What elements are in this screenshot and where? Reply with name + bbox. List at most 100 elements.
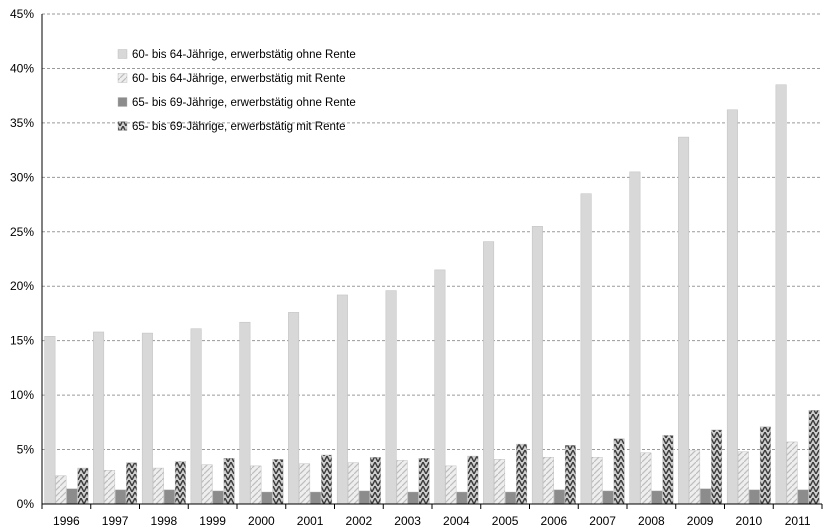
x-tick-label: 2005 xyxy=(492,514,519,528)
bar-series-4-2003 xyxy=(418,458,430,505)
legend-swatch xyxy=(117,49,128,59)
bar-series-1-2001 xyxy=(288,312,300,505)
bar-series-1-1996 xyxy=(44,336,56,505)
x-tick-label: 2007 xyxy=(589,514,616,528)
x-tick-label: 2002 xyxy=(346,514,373,528)
bar-series-2-2006 xyxy=(542,456,554,505)
bar-series-2-2007 xyxy=(591,456,603,505)
bar-series-4-2009 xyxy=(711,429,723,505)
y-tick-label: 35% xyxy=(10,116,34,130)
legend: 60- bis 64-Jährige, erwerbstätig ohne Re… xyxy=(117,49,356,133)
bar-series-2-1998 xyxy=(152,467,164,505)
bar-series-2-2000 xyxy=(250,465,262,505)
bar-series-1-2008 xyxy=(629,171,641,505)
bar-series-4-1997 xyxy=(126,462,138,505)
legend-label: 60- bis 64-Jährige, erwerbstätig mit Ren… xyxy=(132,73,346,85)
bar-series-3-2001 xyxy=(310,491,322,505)
bar-series-4-2006 xyxy=(564,445,576,505)
bar-series-1-2003 xyxy=(385,290,397,505)
bar-series-3-2006 xyxy=(553,489,565,505)
bar-series-2-2010 xyxy=(737,451,749,505)
bar-series-2-1996 xyxy=(55,475,67,505)
bar-series-2-1997 xyxy=(104,470,116,505)
bar-series-2-2003 xyxy=(396,460,408,505)
gridlines xyxy=(42,13,822,451)
y-tick-label: 0% xyxy=(17,497,35,511)
bar-series-2-2005 xyxy=(494,459,506,505)
bar-series-3-2005 xyxy=(505,491,517,505)
axes: 0% 5% 10% 15% 20% 25% 30% 35% 40% 45% 1996 1997 1998… xyxy=(10,7,823,528)
bar-series-4-2011 xyxy=(808,410,820,505)
x-tick-label: 2009 xyxy=(687,514,714,528)
y-tick-label: 5% xyxy=(17,443,35,457)
bar-series-4-1998 xyxy=(174,461,186,505)
bar-series-3-1996 xyxy=(66,488,78,505)
y-tick-label: 15% xyxy=(10,334,34,348)
bar-series-2-2002 xyxy=(347,462,359,505)
bar-series-3-2011 xyxy=(797,489,809,505)
bar-series-1-2000 xyxy=(239,321,251,505)
x-tick-label: 2000 xyxy=(248,514,275,528)
bar-series-3-2003 xyxy=(407,491,419,505)
x-tick-label: 1998 xyxy=(151,514,178,528)
bar-series-4-1999 xyxy=(223,458,235,505)
bar-series-4-2008 xyxy=(662,435,674,505)
y-tick-label: 40% xyxy=(10,61,34,75)
bar-series-3-2002 xyxy=(358,490,370,505)
bar-series-3-2007 xyxy=(602,490,614,505)
bar-series-2-2011 xyxy=(786,441,798,505)
x-tick-label: 2006 xyxy=(541,514,568,528)
legend-swatch xyxy=(117,97,128,107)
y-tick-label: 20% xyxy=(10,279,34,293)
legend-swatch xyxy=(117,73,128,83)
x-tick-label: 2008 xyxy=(638,514,665,528)
bar-series-4-2002 xyxy=(369,456,381,505)
bar-series-2-2008 xyxy=(640,452,652,505)
bars xyxy=(44,84,820,505)
x-tick-label: 1996 xyxy=(53,514,80,528)
bar-series-2-2001 xyxy=(299,463,311,505)
bar-series-4-2005 xyxy=(516,443,528,505)
bar-series-1-2010 xyxy=(726,109,738,505)
bar-series-3-2000 xyxy=(261,491,273,505)
bar-series-4-2007 xyxy=(613,438,625,505)
bar-series-4-1996 xyxy=(77,467,89,505)
x-tick-label: 1997 xyxy=(102,514,129,528)
bar-series-2-1999 xyxy=(201,464,213,505)
x-tick-label: 2010 xyxy=(736,514,763,528)
bar-series-3-2009 xyxy=(700,488,712,505)
bar-series-1-2004 xyxy=(434,269,446,505)
y-tick-label: 10% xyxy=(10,388,34,402)
x-tick-label: 2001 xyxy=(297,514,324,528)
x-tick-label: 2011 xyxy=(785,514,811,528)
bar-series-4-2001 xyxy=(321,454,333,505)
bar-series-2-2009 xyxy=(689,450,701,505)
y-tick-label: 45% xyxy=(10,7,34,21)
bar-series-4-2000 xyxy=(272,459,284,505)
bar-series-3-2004 xyxy=(456,491,468,505)
legend-label: 65- bis 69-Jährige, erwerbstätig mit Ren… xyxy=(132,121,346,133)
legend-swatch xyxy=(117,121,128,131)
bar-series-1-1997 xyxy=(93,331,105,505)
x-tick-label: 2003 xyxy=(394,514,421,528)
bar-series-3-2008 xyxy=(651,490,663,505)
bar-series-1-2005 xyxy=(483,241,495,505)
bar-series-3-2010 xyxy=(748,489,760,505)
bar-series-1-2011 xyxy=(775,84,787,505)
bar-series-1-1999 xyxy=(190,328,202,505)
legend-label: 60- bis 64-Jährige, erwerbstätig ohne Re… xyxy=(132,49,356,61)
bar-series-4-2010 xyxy=(759,426,771,505)
y-tick-label: 30% xyxy=(10,170,34,184)
bar-series-1-2002 xyxy=(336,294,348,505)
bar-series-3-1998 xyxy=(163,489,175,505)
y-tick-label: 25% xyxy=(10,225,34,239)
bar-series-1-2006 xyxy=(531,226,543,505)
bar-series-1-2007 xyxy=(580,193,592,505)
bar-series-2-2004 xyxy=(445,465,457,505)
bar-series-4-2004 xyxy=(467,455,479,505)
bar-series-1-2009 xyxy=(678,136,690,505)
x-tick-label: 2004 xyxy=(443,514,470,528)
legend-label: 65- bis 69-Jährige, erwerbstätig ohne Re… xyxy=(132,97,356,109)
bar-series-3-1999 xyxy=(212,490,224,505)
